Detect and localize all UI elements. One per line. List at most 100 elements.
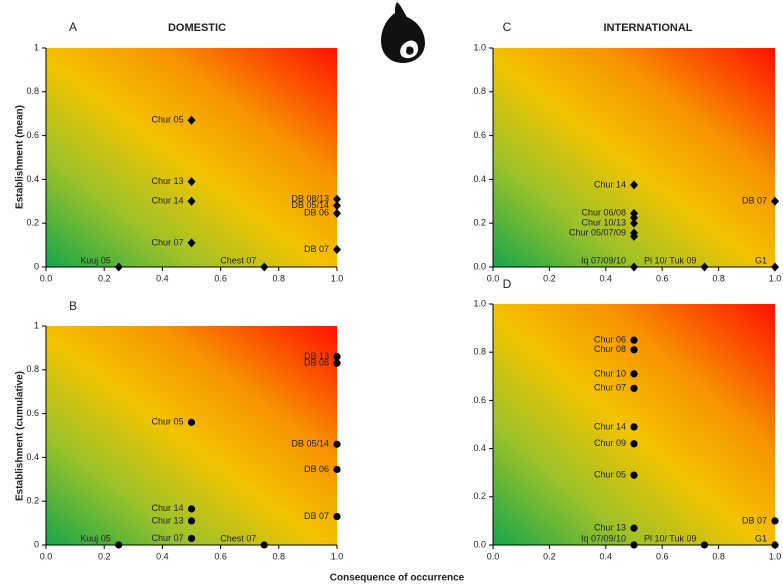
- x-tick-label: 1.0: [769, 551, 782, 561]
- point: [630, 336, 638, 344]
- point-label: Chur 10: [594, 368, 626, 378]
- point: [260, 262, 269, 272]
- point-label: DB 05/14: [291, 439, 329, 449]
- y-tick-label: 0.8: [26, 364, 39, 374]
- y-tick-label: 0.6: [26, 408, 39, 418]
- y-tick-label: 0.8: [26, 86, 39, 96]
- point: [771, 541, 779, 549]
- point: [630, 370, 638, 378]
- point: [333, 465, 341, 474]
- y-tick-label: 1: [34, 42, 39, 52]
- point: [630, 213, 638, 223]
- y-axis-label: Establishment (mean): [15, 105, 26, 209]
- point: [187, 534, 196, 543]
- point: [333, 194, 341, 204]
- y-tick-label: 0.0: [473, 261, 486, 271]
- panel-letter: C: [503, 20, 512, 34]
- point: [114, 262, 123, 272]
- y-tick-label: 0: [34, 261, 39, 271]
- point-label: Pl 10/ Tuk 09: [644, 255, 697, 265]
- x-tick-label: 0.4: [600, 273, 613, 283]
- point-label: Iq 07/09/10: [581, 533, 626, 543]
- y-tick-label: 0.4: [473, 443, 486, 453]
- point-label: Chur 13: [151, 515, 183, 525]
- panel-title: INTERNATIONAL: [603, 22, 692, 34]
- point: [771, 262, 779, 272]
- point: [333, 208, 341, 218]
- y-tick-label: 0.6: [473, 395, 486, 405]
- x-tick-label: 0.6: [656, 273, 669, 283]
- point-label: Iq 07/09/10: [581, 255, 626, 265]
- y-tick-label: 0.4: [473, 174, 486, 184]
- point: [187, 418, 196, 426]
- panel-letter: B: [69, 299, 77, 313]
- point: [630, 262, 638, 272]
- point: [630, 541, 638, 549]
- point: [630, 524, 638, 532]
- x-tick-label: 0.2: [98, 551, 111, 561]
- point-label: DB 06: [304, 208, 329, 218]
- point-label: DB 07: [304, 244, 329, 254]
- point-label: Chur 09: [594, 438, 626, 448]
- x-tick-label: 0.0: [487, 551, 500, 561]
- x-tick-label: 0.0: [40, 551, 53, 561]
- point-label: Chur 07: [594, 383, 626, 393]
- point-label: DB 05/14: [291, 200, 329, 210]
- point-label: Chur 05: [151, 417, 183, 427]
- point: [630, 231, 638, 241]
- point: [187, 517, 196, 525]
- y-tick-label: 0.2: [26, 496, 39, 506]
- x-tick-label: 0.8: [712, 551, 725, 561]
- point: [187, 196, 196, 206]
- y-tick-label: 0.6: [26, 130, 39, 140]
- point-label: Kuuj 05: [80, 533, 111, 543]
- point: [630, 346, 638, 354]
- x-tick-label: 0.6: [656, 551, 669, 561]
- x-tick-label: 0.4: [600, 551, 613, 561]
- point: [333, 440, 341, 448]
- point-label: Pl 10/ Tuk 09: [644, 533, 697, 543]
- point: [700, 541, 709, 549]
- point: [700, 262, 709, 272]
- point: [771, 517, 779, 525]
- x-tick-label: 1.0: [769, 273, 782, 283]
- point-label: Chest 07: [220, 255, 256, 265]
- y-tick-label: 1: [34, 320, 39, 330]
- x-tick-label: 0.6: [214, 551, 227, 561]
- point-label: Chur 07: [151, 533, 183, 543]
- y-tick-label: 0.8: [473, 86, 486, 96]
- point: [630, 384, 638, 392]
- y-tick-label: 0: [34, 539, 39, 549]
- y-tick-label: 1.0: [473, 42, 486, 52]
- point: [333, 359, 341, 367]
- y-tick-label: 0.8: [473, 347, 486, 357]
- point-label: Chur 06: [594, 335, 626, 345]
- y-tick-label: 0.2: [473, 218, 486, 228]
- x-tick-label: 0.2: [98, 273, 111, 283]
- point: [333, 201, 341, 211]
- point-label: G1: [755, 533, 767, 543]
- point-label: Chur 06/08: [581, 208, 626, 218]
- point-label: Chur 14: [151, 196, 183, 206]
- snail-icon: [381, 2, 425, 63]
- x-tick-label: 1.0: [331, 273, 344, 283]
- y-tick-label: 0.2: [473, 491, 486, 501]
- point: [187, 177, 196, 187]
- point-label: DB 13: [304, 351, 329, 361]
- point-label: Chur 05: [151, 115, 183, 125]
- point-label: Chur 07: [151, 237, 183, 247]
- point-label: Chur 05: [594, 469, 626, 479]
- x-tick-label: 0.4: [156, 273, 169, 283]
- panel-title: DOMESTIC: [168, 22, 226, 34]
- panel-letter: D: [503, 277, 512, 291]
- point-label: Kuuj 05: [80, 255, 111, 265]
- x-tick-label: 0.4: [156, 551, 169, 561]
- x-tick-label: 0.2: [543, 551, 556, 561]
- point-label: Chur 14: [594, 421, 626, 431]
- x-axis-label: Consequence of occurrence: [330, 573, 465, 584]
- point: [630, 440, 638, 448]
- x-tick-label: 0.0: [487, 273, 500, 283]
- point: [333, 512, 341, 521]
- panel-letter: A: [69, 20, 77, 34]
